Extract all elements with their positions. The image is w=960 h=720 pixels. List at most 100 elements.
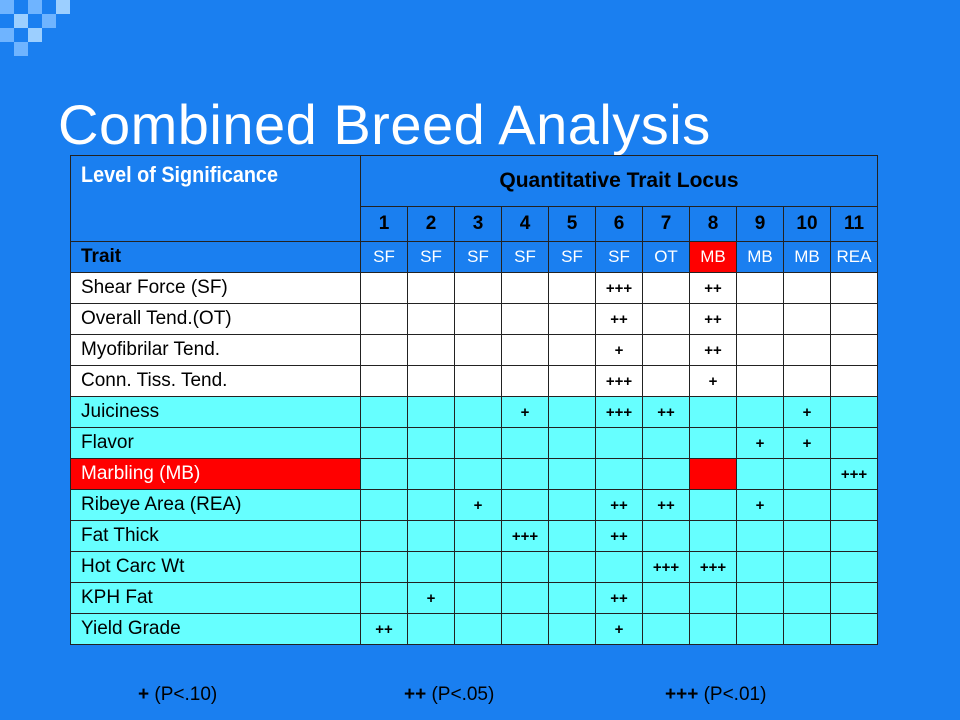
significance-cell: +++ — [689, 551, 737, 583]
locus-number-3: 3 — [454, 206, 502, 242]
significance-cell — [830, 272, 878, 304]
significance-cell — [689, 489, 737, 521]
locus-trait-code: SF — [360, 241, 408, 273]
significance-cell — [736, 582, 784, 614]
significance-cell — [783, 551, 831, 583]
significance-cell: + — [407, 582, 455, 614]
locus-trait-code: SF — [595, 241, 643, 273]
significance-cell — [501, 303, 549, 335]
significance-cell: +++ — [595, 365, 643, 397]
locus-number-1: 1 — [360, 206, 408, 242]
locus-trait-code: MB — [689, 241, 737, 273]
significance-cell: + — [454, 489, 502, 521]
significance-cell — [830, 427, 878, 459]
significance-header: Level of Significance — [70, 155, 361, 242]
significance-cell: +++ — [595, 272, 643, 304]
significance-cell — [454, 520, 502, 552]
significance-cell — [736, 613, 784, 645]
significance-cell — [407, 458, 455, 490]
significance-cell — [548, 272, 596, 304]
significance-cell — [783, 520, 831, 552]
significance-cell — [454, 396, 502, 428]
significance-cell — [407, 365, 455, 397]
significance-cell — [454, 458, 502, 490]
significance-cell — [360, 427, 408, 459]
significance-cell — [783, 613, 831, 645]
significance-cell: ++ — [595, 489, 643, 521]
significance-cell: + — [736, 489, 784, 521]
significance-cell — [595, 427, 643, 459]
significance-cell — [736, 396, 784, 428]
locus-trait-code: SF — [454, 241, 502, 273]
significance-cell: + — [736, 427, 784, 459]
significance-cell — [689, 396, 737, 428]
significance-cell — [783, 334, 831, 366]
corner-decoration — [0, 0, 80, 60]
significance-cell — [830, 489, 878, 521]
significance-cell — [783, 582, 831, 614]
significance-cell — [454, 551, 502, 583]
table-row: Yield Grade ++ + — [70, 613, 878, 645]
significance-cell — [360, 272, 408, 304]
significance-cell — [642, 365, 690, 397]
significance-cell: ++ — [595, 582, 643, 614]
legend-item: ++ (P<.05) — [404, 684, 494, 706]
significance-cell — [501, 613, 549, 645]
significance-cell — [501, 427, 549, 459]
significance-cell — [830, 582, 878, 614]
significance-cell — [407, 613, 455, 645]
table-row: KPH Fat + ++ — [70, 582, 878, 614]
significance-cell — [548, 458, 596, 490]
trait-name: Hot Carc Wt — [70, 551, 361, 583]
table-row: Fat Thick +++ ++ — [70, 520, 878, 552]
significance-cell — [360, 489, 408, 521]
locus-number-8: 8 — [689, 206, 737, 242]
significance-cell — [454, 272, 502, 304]
significance-cell — [454, 334, 502, 366]
table-row: Juiciness + +++ ++ + — [70, 396, 878, 428]
qtl-table: Level of Significance Quantitative Trait… — [70, 155, 878, 645]
significance-cell — [736, 458, 784, 490]
significance-cell — [548, 396, 596, 428]
significance-cell — [360, 458, 408, 490]
significance-cell — [548, 334, 596, 366]
significance-cell: +++ — [830, 458, 878, 490]
trait-name: Flavor — [70, 427, 361, 459]
significance-cell: ++ — [689, 272, 737, 304]
legend-text: (P<.01) — [703, 684, 767, 705]
significance-cell — [642, 334, 690, 366]
significance-cell — [454, 427, 502, 459]
significance-cell — [548, 489, 596, 521]
locus-number-11: 11 — [830, 206, 878, 242]
significance-cell — [642, 303, 690, 335]
trait-code-row: Trait SF SF SF SF SF SF OT MB MB MB REA — [70, 241, 878, 273]
locus-number-9: 9 — [736, 206, 784, 242]
significance-cell — [407, 396, 455, 428]
trait-name: Myofibrilar Tend. — [70, 334, 361, 366]
significance-cell — [830, 520, 878, 552]
significance-cell — [548, 303, 596, 335]
significance-cell — [736, 520, 784, 552]
trait-name: Overall Tend.(OT) — [70, 303, 361, 335]
significance-cell: + — [783, 427, 831, 459]
table-row: Overall Tend.(OT) ++ ++ — [70, 303, 878, 335]
trait-name: Marbling (MB) — [70, 458, 361, 490]
significance-cell — [736, 551, 784, 583]
significance-cell — [783, 365, 831, 397]
significance-cell: + — [689, 365, 737, 397]
significance-cell — [783, 489, 831, 521]
significance-cell: +++ — [501, 520, 549, 552]
significance-cell: ++ — [689, 303, 737, 335]
significance-cell — [736, 272, 784, 304]
significance-cell — [548, 551, 596, 583]
locus-trait-code: MB — [736, 241, 784, 273]
significance-cell — [642, 427, 690, 459]
significance-cell — [501, 489, 549, 521]
significance-cell — [548, 582, 596, 614]
significance-cell — [595, 458, 643, 490]
significance-cell: + — [783, 396, 831, 428]
legend-symbol: +++ — [665, 684, 699, 705]
table-row: Hot Carc Wt +++ +++ — [70, 551, 878, 583]
significance-cell — [360, 582, 408, 614]
significance-cell — [830, 613, 878, 645]
